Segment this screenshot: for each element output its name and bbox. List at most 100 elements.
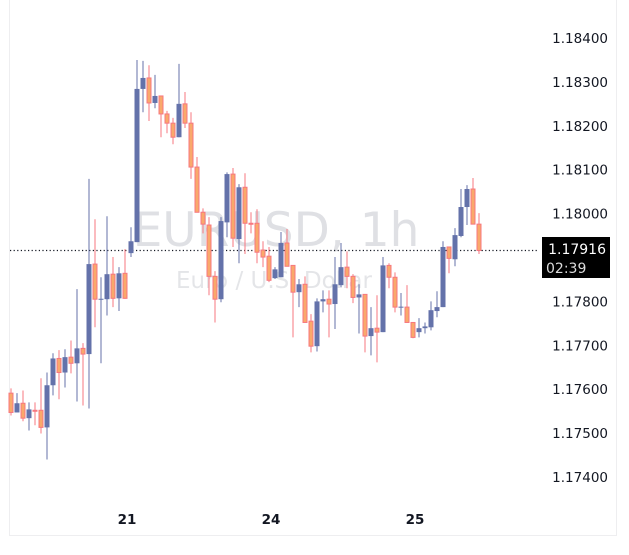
candle-down (254, 209, 260, 264)
candle-down (20, 390, 26, 422)
candle-body (458, 207, 464, 236)
candle-body (416, 328, 422, 333)
candle-down (284, 228, 290, 267)
candle-down (170, 117, 176, 145)
candle-body (332, 284, 338, 305)
candle-up (458, 189, 464, 238)
candle-up (452, 228, 458, 267)
candle-down (38, 378, 44, 434)
candle-body (134, 88, 140, 243)
candle-body (356, 294, 362, 298)
candle-body (170, 122, 176, 138)
candle-body (314, 301, 320, 347)
candle-down (326, 290, 332, 338)
candle-down (200, 208, 206, 234)
candle-up (440, 241, 446, 308)
candle-body (410, 321, 416, 338)
candle-body (362, 293, 368, 337)
bar-countdown: 02:39 (546, 261, 586, 277)
candle-body (20, 402, 26, 419)
candle-down (68, 340, 74, 374)
candle-up (338, 243, 344, 288)
candle-down (212, 271, 218, 323)
candle-down (476, 213, 482, 254)
candle-body (320, 299, 326, 302)
candle-down (290, 264, 296, 338)
candle-body (464, 189, 470, 208)
candle-up (416, 318, 422, 338)
time-axis[interactable]: 21 24 25 (118, 512, 425, 528)
watermark-symbol: EURUSD, 1h (133, 203, 420, 258)
price-tick-label: 1.18100 (552, 163, 608, 179)
candle-body (122, 272, 128, 299)
candle-body (242, 186, 248, 224)
candle-down (308, 314, 314, 353)
candle-up (116, 267, 122, 312)
price-tick-label: 1.17700 (552, 338, 608, 354)
candle-up (464, 185, 470, 226)
candle-up (218, 217, 224, 303)
last-price-label-bg (542, 237, 610, 278)
candle-body (248, 222, 254, 225)
candle-down (362, 293, 368, 353)
candle-body (338, 267, 344, 286)
candle-body (398, 306, 404, 308)
candle-body (116, 273, 122, 299)
candle-down (32, 402, 38, 426)
candle-body (260, 249, 266, 258)
candle-body (380, 265, 386, 333)
last-price-label: 1.17916 02:39 (542, 237, 610, 278)
candle-up (380, 257, 386, 333)
price-axis[interactable]: 1.18400 1.18300 1.18200 1.18100 1.18000 1.178… (552, 31, 608, 486)
candle-body (26, 409, 32, 419)
candle-body (290, 264, 296, 293)
candle-body (296, 284, 302, 293)
candle-body (68, 356, 74, 364)
candle-down (92, 219, 98, 328)
candle-body (176, 103, 182, 138)
candle-up (98, 277, 104, 364)
candle-body (404, 306, 410, 323)
candle-down (392, 272, 398, 313)
candle-body (80, 347, 86, 355)
candle-body (38, 409, 44, 428)
candle-body (62, 357, 68, 373)
candle-up (152, 74, 158, 109)
candle-up (428, 301, 434, 331)
candle-down (386, 263, 392, 289)
candle-body (344, 266, 350, 277)
candle-body (194, 166, 200, 213)
candle-up (176, 63, 182, 138)
candle-up (86, 178, 92, 409)
price-tick-label: 1.17500 (552, 426, 608, 442)
candle-down (350, 274, 356, 304)
candle-down (56, 350, 62, 400)
candle-body (392, 276, 398, 308)
candle-body (302, 283, 308, 323)
candle-body (86, 264, 92, 355)
candle-body (218, 221, 224, 300)
candle-body (182, 103, 188, 124)
price-tick-label: 1.18400 (552, 31, 608, 47)
candle-up (50, 353, 56, 396)
candle-body (368, 328, 374, 337)
candle-down (404, 285, 410, 323)
candle-up (434, 291, 440, 318)
candle-body (104, 274, 110, 300)
candle-body (32, 409, 38, 412)
candle-body (446, 246, 452, 259)
time-tick-label: 24 (262, 512, 281, 528)
candle-up (278, 232, 284, 278)
candle-down (182, 91, 188, 128)
candle-up (62, 349, 68, 388)
candle-body (428, 310, 434, 328)
candle-body (188, 122, 194, 168)
candle-body (98, 298, 104, 300)
candle-up (398, 293, 404, 316)
candle-down (446, 246, 452, 274)
candle-down (206, 217, 212, 296)
candle-down (110, 257, 116, 308)
candle-body (158, 95, 164, 115)
candle-up (422, 322, 428, 334)
